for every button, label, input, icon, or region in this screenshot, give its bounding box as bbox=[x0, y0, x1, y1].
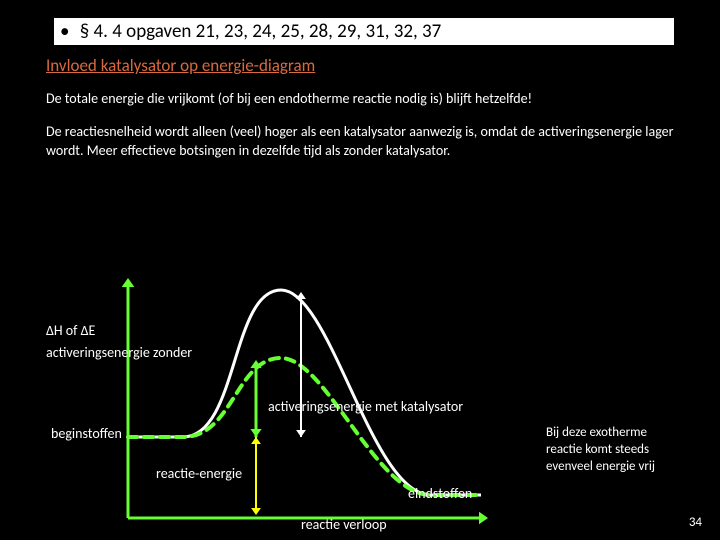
eindstoffen-label: eindstoffen bbox=[408, 485, 472, 502]
bullet: • bbox=[60, 20, 69, 43]
energy-diagram: ∆H of ∆E activeringsenergie zonder activ… bbox=[46, 270, 686, 530]
x-axis-label: reactie verloop bbox=[301, 516, 387, 533]
paragraph-1: De totale energie die vrijkomt (of bij e… bbox=[46, 90, 674, 109]
reactie-energie-label: reactie-energie bbox=[156, 465, 242, 482]
y-axis-label: ∆H of ∆E bbox=[46, 322, 95, 339]
page-number: 34 bbox=[689, 515, 702, 530]
paragraph-2: De reactiesnelheid wordt alleen (veel) h… bbox=[46, 123, 674, 161]
section-title: Invloed katalysator op energie-diagram bbox=[46, 55, 674, 76]
beginstoffen-label: beginstoffen bbox=[51, 425, 122, 442]
header: • § 4. 4 opgaven 21, 23, 24, 25, 28, 29,… bbox=[54, 18, 674, 45]
ea-with-label: activeringsenergie met katalysator bbox=[268, 398, 463, 415]
side-note: Bij deze exotherme reactie komt steeds e… bbox=[546, 425, 686, 476]
ea-without-label: activeringsenergie zonder bbox=[46, 344, 192, 361]
header-text: § 4. 4 opgaven 21, 23, 24, 25, 28, 29, 3… bbox=[80, 20, 442, 43]
